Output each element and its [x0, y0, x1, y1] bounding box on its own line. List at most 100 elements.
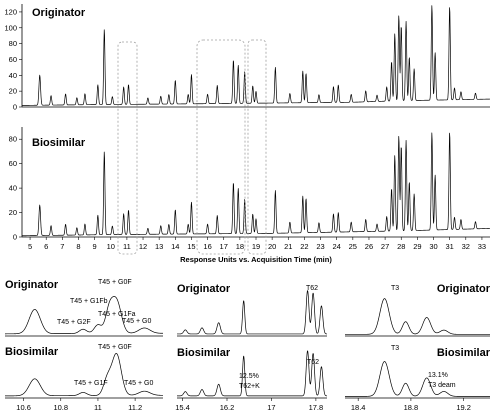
panel-title: Originator — [437, 283, 491, 295]
x-axis-label: Response Units vs. Acquisition Time (min… — [180, 255, 332, 264]
x-tick-label: 30 — [429, 242, 437, 251]
panel-title: Biosimilar — [32, 137, 86, 149]
panel-originator-full: 0 20 40 60 80 100 120 Originator — [4, 4, 491, 112]
x-tick-label: 12 — [139, 242, 147, 251]
panel-title: Originator — [177, 283, 231, 295]
x-tick-label: 23 — [316, 242, 324, 251]
y-tick-label: 40 — [9, 184, 17, 193]
peak-label: T45 + G0F — [98, 279, 132, 286]
peak-label: 13.1% — [428, 372, 448, 379]
zoom-right-originator: Originator T3 — [344, 283, 491, 337]
x-tick-label: 16.2 — [220, 403, 235, 412]
x-tick-label: 20 — [268, 242, 276, 251]
x-tick-label: 11 — [123, 242, 131, 251]
x-tick-label: 18.8 — [404, 403, 419, 412]
x-tick-label: 10.6 — [16, 403, 31, 412]
peak-label: T45 + G0 — [124, 380, 153, 387]
series-line — [176, 290, 328, 335]
peak-label: T45 + G1F — [74, 380, 108, 387]
x-tick-label: 16 — [203, 242, 211, 251]
series-line — [21, 5, 491, 106]
x-tick-label: 26 — [365, 242, 373, 251]
y-tick-label: 0 — [13, 103, 17, 112]
x-tick-label: 27 — [381, 242, 389, 251]
x-ticks: 18.4 18.8 19.2 — [351, 398, 471, 412]
series-line — [176, 350, 328, 397]
highlight-box — [196, 39, 246, 255]
peak-label: T45 + G2F — [57, 319, 91, 326]
panel-biosimilar-full: 0 20 40 60 80 5 6 7 8 9 10 11 12 13 14 15 16 17 18 19 20 21 2… — [9, 127, 491, 264]
x-tick-label: 24 — [333, 242, 341, 251]
panel-title: Biosimilar — [5, 346, 59, 358]
y-tick-label: 60 — [9, 159, 17, 168]
x-tick-label: 7 — [60, 242, 64, 251]
x-tick-label: 18.4 — [351, 403, 366, 412]
x-tick-label: 32 — [462, 242, 470, 251]
x-tick-label: 11.2 — [128, 403, 142, 412]
x-tick-label: 11 — [94, 403, 102, 412]
panel-title: Originator — [32, 7, 86, 19]
x-tick-label: 19.2 — [456, 403, 471, 412]
x-tick-label: 18 — [236, 242, 244, 251]
series-line — [4, 296, 164, 335]
x-tick-label: 10.8 — [53, 403, 68, 412]
series-line — [21, 132, 491, 237]
x-tick-label: 15 — [187, 242, 195, 251]
x-ticks: 10.6 10.8 11 11.2 — [16, 398, 142, 412]
x-tick-label: 29 — [413, 242, 421, 251]
panel-title: Biosimilar — [437, 347, 491, 359]
y-tick-label: 60 — [9, 55, 17, 64]
y-ticks: 0 20 40 60 80 — [9, 135, 22, 242]
x-tick-label: 14 — [171, 242, 179, 251]
zoom-middle-biosimilar: 15.4 16.2 17 17.8 Biosimilar 12.5% T62+K T6… — [175, 347, 328, 412]
peak-label: T45 + G1Fa — [98, 311, 136, 318]
x-tick-label: 17 — [267, 403, 275, 412]
y-tick-label: 20 — [9, 87, 17, 96]
x-tick-label: 8 — [76, 242, 80, 251]
x-tick-label: 9 — [93, 242, 97, 251]
y-tick-label: 0 — [13, 233, 17, 242]
series-line — [344, 298, 491, 335]
x-ticks: 5 6 7 8 9 10 11 12 13 14 15 16 17 18 19 20 21 22 23 24 25 26 2… — [28, 237, 486, 251]
panel-title: Biosimilar — [177, 347, 231, 359]
x-tick-label: 10 — [107, 242, 115, 251]
x-tick-label: 17 — [220, 242, 228, 251]
series-line — [4, 353, 164, 397]
x-tick-label: 28 — [397, 242, 405, 251]
x-tick-label: 6 — [44, 242, 48, 251]
peak-label: T45 + G0 — [122, 318, 151, 325]
y-tick-label: 80 — [9, 135, 17, 144]
peak-label: T45 + G1Fb — [70, 298, 108, 305]
x-tick-label: 31 — [445, 242, 453, 251]
peak-label: T45 + G0F — [98, 344, 132, 351]
zoom-left-originator: Originator T45 + G0F T45 + G1Fb T45 + G1… — [4, 279, 164, 337]
x-tick-label: 19 — [252, 242, 260, 251]
panel-title: Originator — [5, 279, 59, 291]
y-tick-label: 80 — [9, 39, 17, 48]
x-tick-label: 13 — [155, 242, 163, 251]
zoom-left-biosimilar: 10.6 10.8 11 11.2 Biosimilar T45 + G0F T45 … — [4, 344, 164, 412]
highlight-box — [247, 39, 267, 255]
y-tick-label: 120 — [4, 7, 17, 16]
x-tick-label: 17.8 — [309, 403, 324, 412]
x-tick-label: 21 — [284, 242, 292, 251]
peak-label: 12.5% — [239, 373, 259, 380]
peak-label: T62 — [306, 285, 318, 292]
y-tick-label: 20 — [9, 208, 17, 217]
x-tick-label: 22 — [300, 242, 308, 251]
x-ticks: 15.4 16.2 17 17.8 — [175, 398, 323, 412]
y-ticks: 0 20 40 60 80 100 120 — [4, 7, 22, 112]
y-tick-label: 40 — [9, 71, 17, 80]
peak-label: T3 deam — [428, 382, 456, 389]
x-tick-label: 5 — [28, 242, 32, 251]
x-tick-label: 33 — [478, 242, 486, 251]
zoom-middle-originator: Originator T62 — [176, 283, 328, 337]
series-line — [344, 361, 491, 397]
y-tick-label: 100 — [4, 23, 17, 32]
x-tick-label: 25 — [349, 242, 357, 251]
peak-label: T3 — [391, 285, 399, 292]
peak-label: T62+K — [239, 383, 260, 390]
peak-label: T62 — [307, 359, 319, 366]
x-tick-label: 15.4 — [175, 403, 190, 412]
